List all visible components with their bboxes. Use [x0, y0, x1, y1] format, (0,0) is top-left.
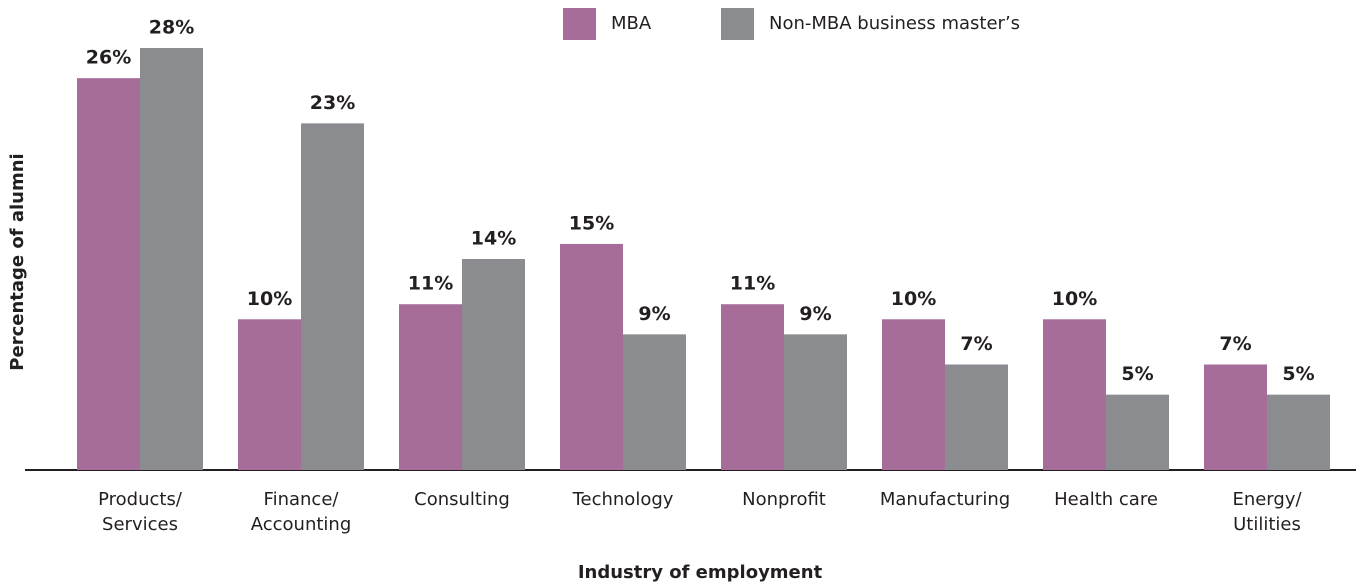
bar	[238, 319, 301, 470]
value-label: 26%	[86, 47, 131, 69]
value-label: 11%	[408, 273, 453, 295]
bar	[462, 259, 525, 470]
x-tick-label: Energy/Utilities	[1232, 489, 1302, 535]
value-label: 10%	[247, 288, 292, 310]
legend-swatch	[721, 8, 754, 40]
bar	[77, 78, 140, 471]
bar	[301, 123, 364, 470]
value-label: 7%	[1219, 333, 1251, 355]
bar	[399, 304, 462, 470]
x-tick-label: Nonprofit	[742, 489, 826, 510]
value-label: 5%	[1121, 363, 1153, 385]
bar	[1106, 394, 1169, 470]
x-tick-label: Technology	[572, 489, 674, 510]
legend-label: MBA	[611, 13, 652, 34]
bar	[1043, 319, 1106, 470]
x-tick-label: Products/Services	[98, 489, 183, 535]
x-tick-label: Manufacturing	[880, 489, 1010, 510]
bar	[945, 364, 1008, 470]
value-label: 23%	[310, 92, 355, 114]
bar	[882, 319, 945, 470]
bar	[1267, 394, 1330, 470]
value-label: 9%	[638, 303, 670, 325]
bar	[784, 334, 847, 470]
bar	[140, 48, 203, 470]
value-label: 11%	[730, 273, 775, 295]
x-axis-title: Industry of employment	[578, 562, 823, 583]
bar	[560, 243, 623, 470]
bar	[721, 304, 784, 470]
x-tick-label: Health care	[1054, 489, 1158, 510]
legend-swatch	[563, 8, 596, 40]
value-label: 5%	[1282, 363, 1314, 385]
value-label: 10%	[891, 288, 936, 310]
value-label: 28%	[149, 17, 194, 39]
value-label: 9%	[799, 303, 831, 325]
legend-label: Non-MBA business master’s	[769, 13, 1020, 34]
x-tick-label: Finance/Accounting	[251, 489, 352, 535]
value-label: 7%	[960, 333, 992, 355]
value-label: 15%	[569, 212, 614, 234]
bar	[623, 334, 686, 470]
value-label: 10%	[1052, 288, 1097, 310]
value-label: 14%	[471, 228, 516, 250]
bar	[1204, 364, 1267, 470]
y-axis-title: Percentage of alumni	[7, 153, 28, 370]
x-tick-label: Consulting	[414, 489, 510, 510]
